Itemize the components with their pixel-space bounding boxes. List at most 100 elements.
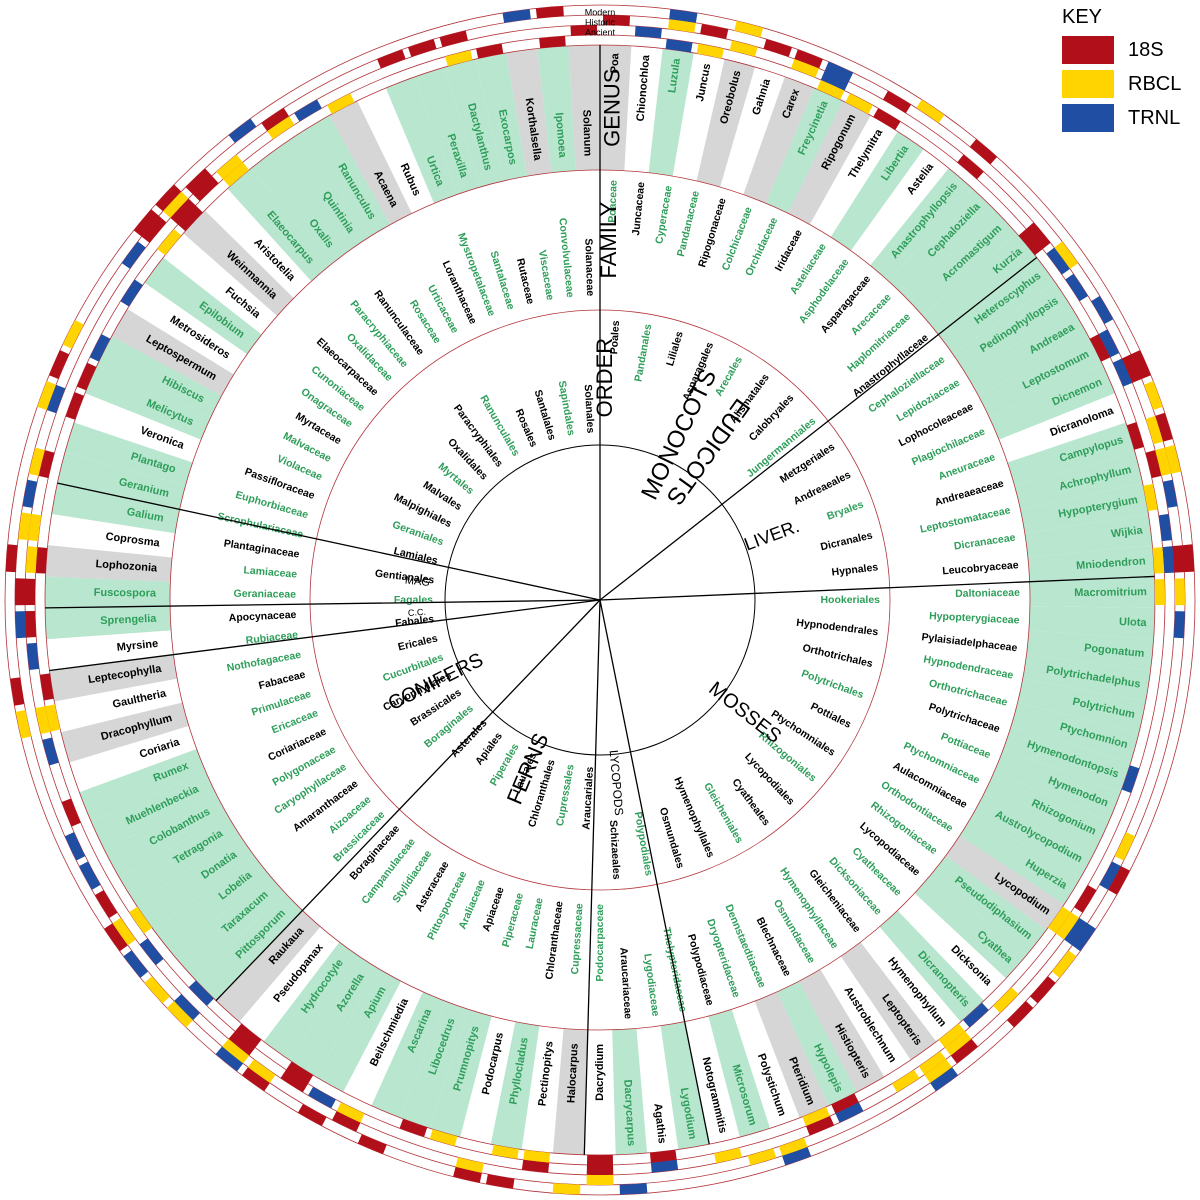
barcode-marker — [174, 994, 200, 1021]
genus-row-shade — [552, 1028, 588, 1155]
genus-row-shade — [1026, 630, 1154, 671]
family-label-dicranaceae: Dicranaceae — [953, 532, 1016, 553]
group-boundary — [583, 599, 601, 1155]
genus-row-shade — [799, 969, 885, 1092]
legend-item-trnl: TRNL — [1062, 104, 1192, 134]
genus-row-shade — [429, 1009, 492, 1138]
order-label-pandanales: Pandanales — [632, 323, 654, 383]
band-label-ancient: Ancient — [585, 27, 616, 37]
barcode-marker — [1026, 222, 1051, 249]
barcode-marker — [188, 980, 214, 1006]
barcode-marker — [824, 61, 854, 82]
barcode-marker — [747, 1148, 777, 1166]
family-label-cupressaceae: Cupressaceae — [569, 903, 586, 975]
genus-label-sprengelia: Sprengelia — [100, 613, 158, 627]
barcode-marker — [1054, 241, 1079, 269]
barcode-marker — [729, 40, 758, 57]
barcode-marker — [94, 890, 118, 919]
order-label-fagales: Fagales — [394, 594, 433, 606]
barcode-marker — [1155, 412, 1173, 442]
barcode-marker — [957, 154, 984, 180]
barcode-marker — [1051, 950, 1077, 978]
genus-row-shade — [119, 815, 241, 905]
barcode-marker — [294, 99, 322, 122]
barcode-marker — [39, 673, 54, 701]
barcode-marker — [950, 1038, 978, 1064]
group-boundary — [215, 599, 601, 1002]
genus-row-shade — [144, 257, 262, 355]
family-label-leucobryaceae: Leucobryaceae — [942, 559, 1019, 577]
barcode-marker — [166, 1001, 194, 1028]
barcode-marker — [1158, 513, 1172, 542]
barcode-marker — [665, 38, 693, 53]
legend-label-rbcl: RBCL — [1128, 73, 1182, 95]
barcode-marker — [993, 987, 1019, 1014]
barcode-marker — [634, 26, 662, 39]
family-label-poaceae: Poaceae — [606, 180, 619, 223]
barcode-marker — [79, 861, 101, 890]
genus-label-agathis: Agathis — [651, 1103, 667, 1144]
genus-row-shade — [1003, 725, 1131, 793]
barcode-marker — [1072, 923, 1096, 952]
genus-row-shade — [696, 59, 755, 188]
genus-label-gahnia: Gahnia — [750, 77, 773, 117]
order-label-pottiales: Pottiales — [809, 700, 854, 730]
genus-row-shade — [135, 835, 255, 931]
barcode-marker — [123, 950, 149, 978]
genus-row-shade — [415, 67, 480, 195]
barcode-marker — [120, 279, 143, 307]
barcode-marker — [1047, 906, 1071, 934]
barcode-marker — [667, 19, 696, 33]
genus-row-shade — [922, 233, 1037, 335]
barcode-marker — [133, 209, 159, 237]
barcode-marker — [308, 1086, 336, 1109]
family-label-piperaceae: Piperaceae — [500, 892, 526, 949]
genus-label-coprosma: Coprosma — [105, 531, 161, 550]
genus-row-shade — [490, 1021, 540, 1150]
genus-label-solanum: Solanum — [580, 110, 593, 157]
group-boundary — [49, 599, 601, 672]
barcode-marker — [37, 381, 57, 411]
genus-row-shade — [371, 991, 446, 1118]
family-label-polytrichaceae: Polytrichaceae — [927, 701, 1001, 735]
barcode-marker — [1154, 578, 1165, 606]
barcode-marker — [1172, 545, 1185, 573]
barcode-marker — [1126, 422, 1144, 450]
barcode-marker — [170, 198, 196, 225]
legend-swatch-rbcl — [1062, 70, 1114, 98]
genus-row-shade — [568, 45, 600, 171]
barcode-marker — [46, 384, 66, 414]
family-label-rutaceae: Rutaceae — [514, 257, 536, 305]
genus-label-macromitrium: Macromitrium — [1074, 586, 1147, 599]
barcode-marker — [1098, 329, 1120, 358]
barcode-marker — [916, 99, 945, 124]
barcode-marker — [26, 642, 40, 671]
genus-row-shade — [263, 942, 360, 1060]
rank-label-genus: GENUS — [600, 69, 625, 147]
barcode-marker — [650, 1159, 679, 1173]
genus-row-shade — [879, 910, 985, 1022]
legend-title: KEY — [1062, 6, 1103, 28]
barcode-marker — [831, 1093, 859, 1114]
genus-label-wijkia: Wijkia — [1110, 524, 1144, 540]
barcode-marker — [820, 70, 849, 91]
barcode-marker — [455, 1157, 484, 1173]
genus-row-shade — [400, 1001, 469, 1129]
barcode-marker — [22, 479, 38, 508]
order-label-polypodiales: Polypodiales — [632, 811, 655, 877]
genus-row-shade — [57, 452, 186, 510]
family-label-podocarpaceae: Podocarpaceae — [594, 904, 606, 982]
genus-label-pectinopitys: Pectinopitys — [536, 1040, 555, 1106]
barcode-marker — [327, 93, 355, 115]
barcode-marker — [1152, 547, 1165, 574]
family-label-apiaceae: Apiaceae — [480, 885, 506, 933]
legend-label-trnl: TRNL — [1128, 107, 1181, 129]
barcode-marker — [700, 23, 729, 40]
rank-label-family: FAMILY — [596, 202, 621, 279]
barcode-marker — [1174, 578, 1185, 606]
genus-row-shade — [153, 855, 270, 955]
barcode-marker — [1130, 350, 1151, 380]
family-label-araucariaceae: Araucariaceae — [617, 947, 634, 1020]
barcode-marker — [603, 15, 631, 26]
genus-label-myrsine: Myrsine — [116, 638, 159, 654]
